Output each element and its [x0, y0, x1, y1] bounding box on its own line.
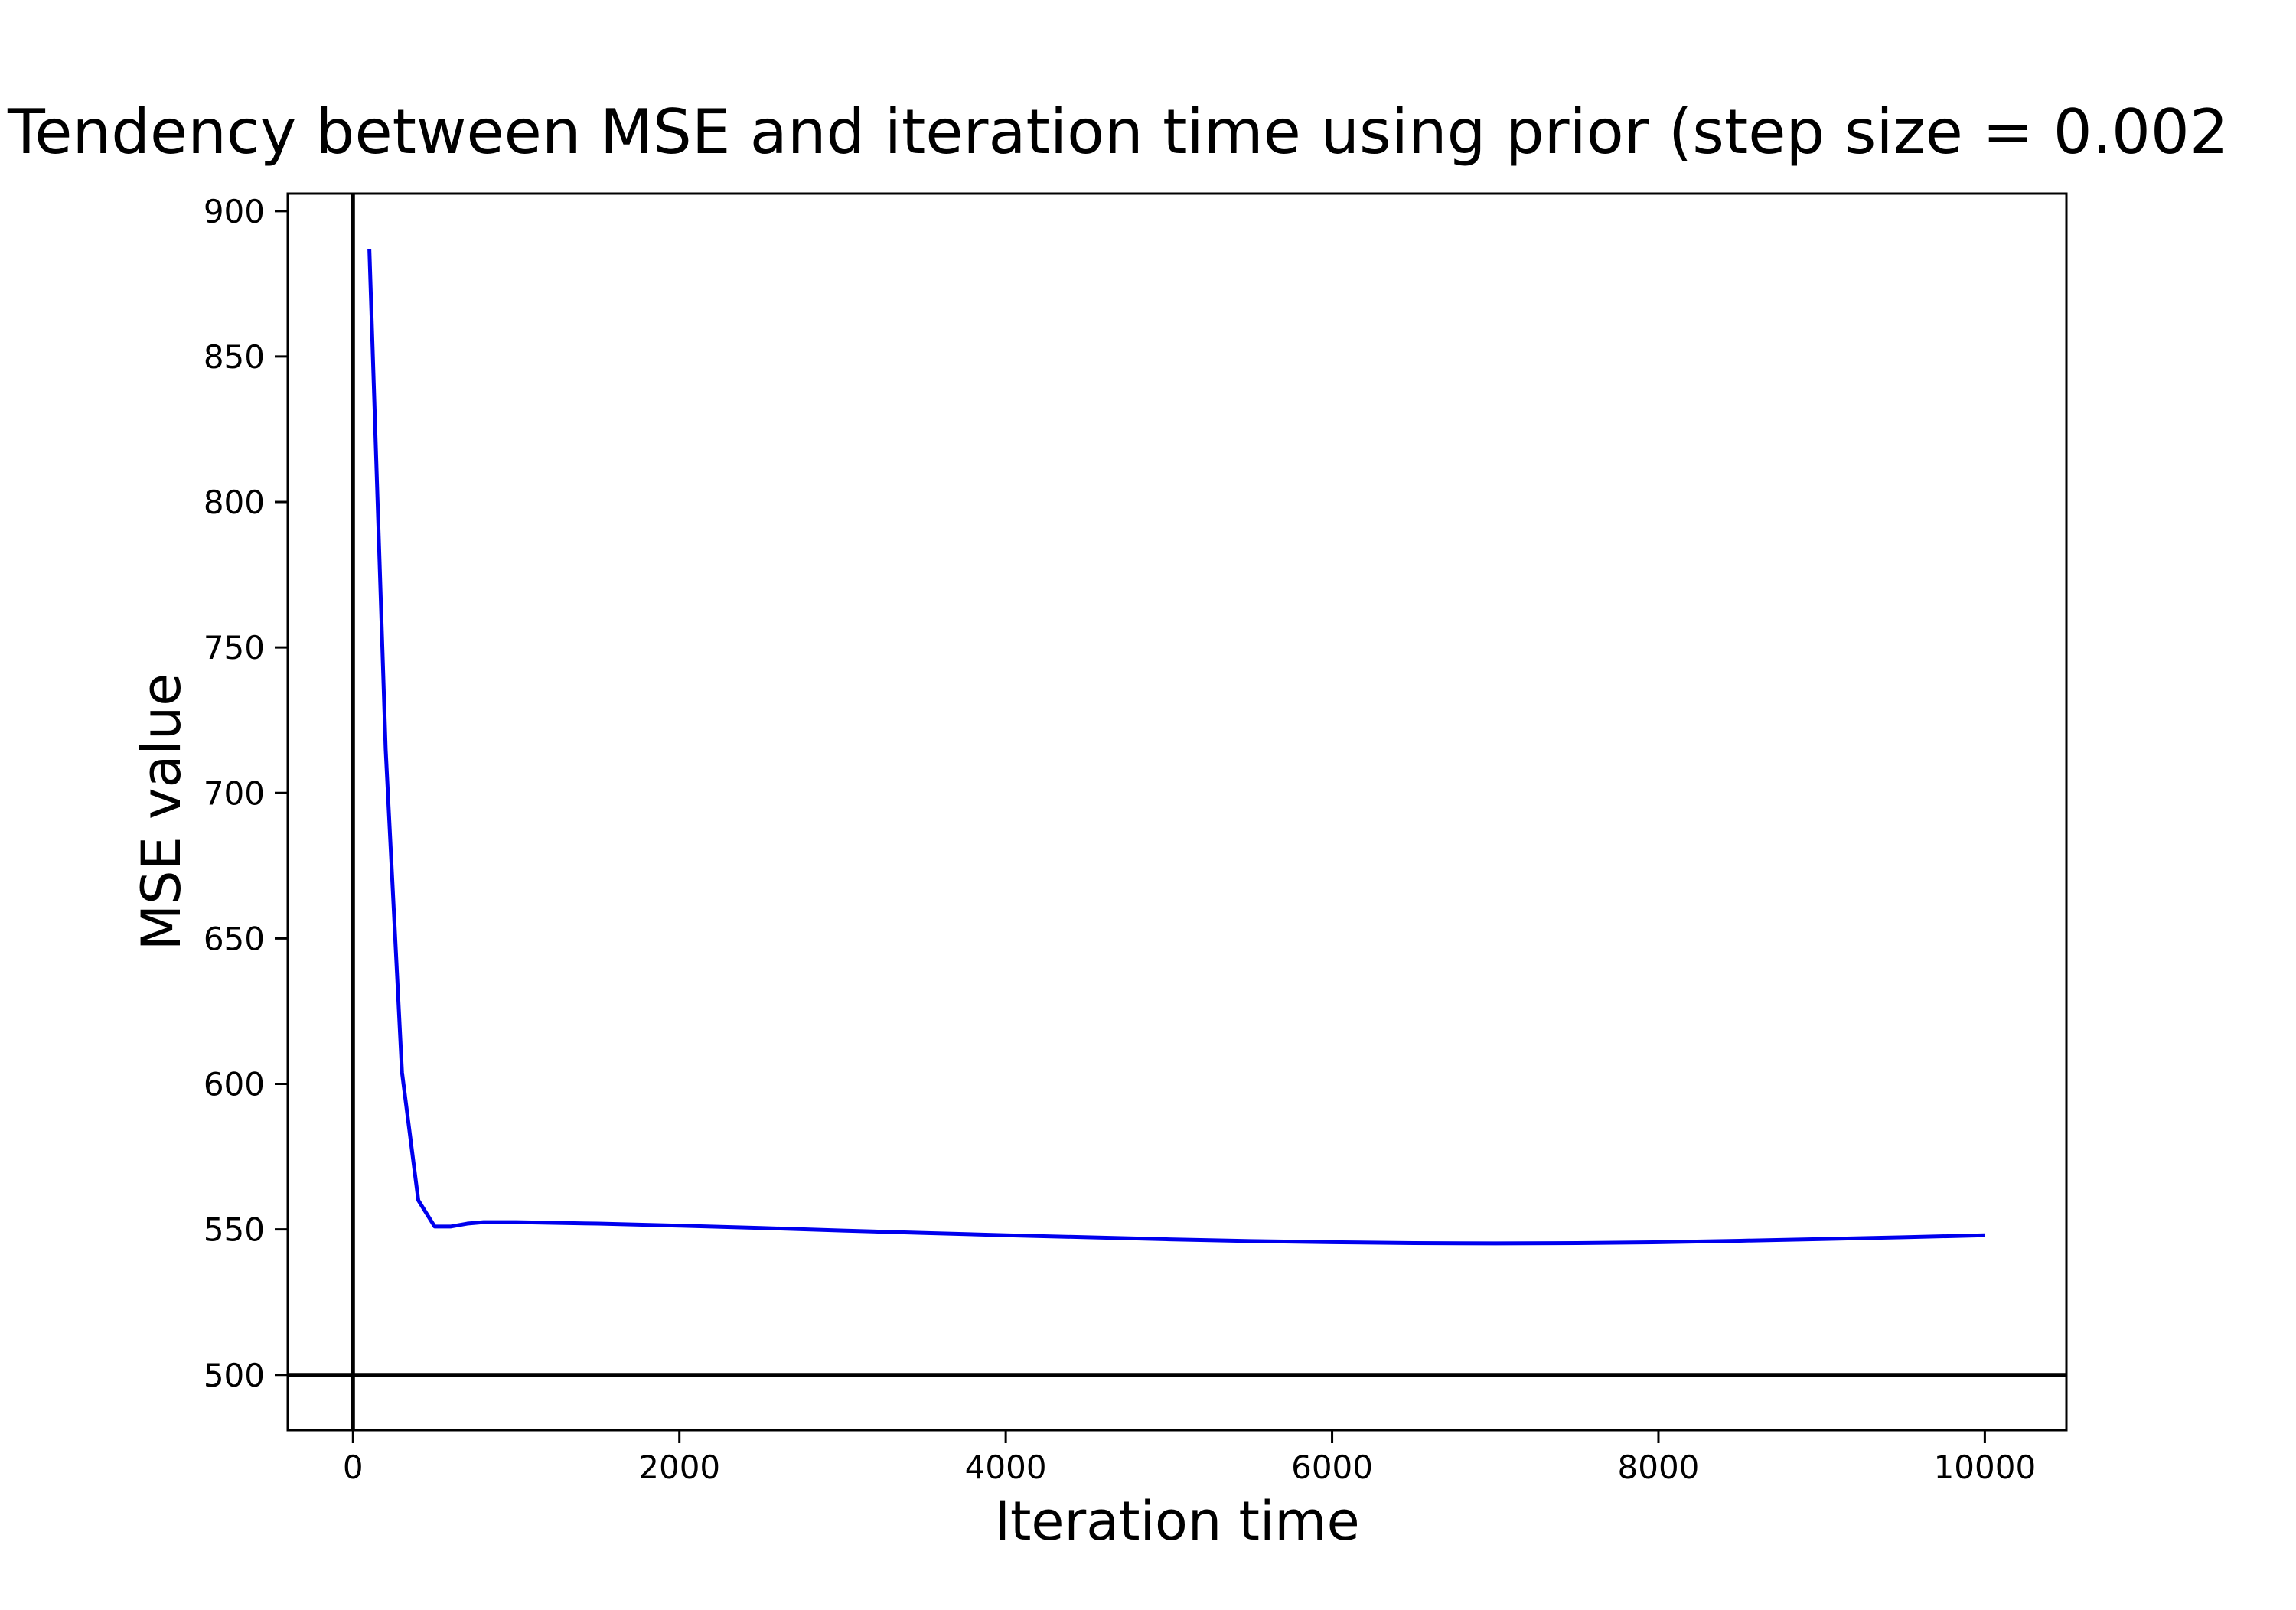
y-tick-label: 500 — [204, 1357, 265, 1394]
x-tick-label: 4000 — [965, 1449, 1047, 1486]
y-axis-label: MSE value — [130, 673, 193, 951]
x-axis-label: Iteration time — [994, 1490, 1359, 1553]
y-tick-label: 550 — [204, 1211, 265, 1249]
x-tick-label: 0 — [343, 1449, 364, 1486]
y-tick-label: 750 — [204, 629, 265, 666]
x-tick-label: 2000 — [638, 1449, 720, 1486]
y-axis: 500 550 600 650 700 750 800 850 900 — [204, 193, 288, 1394]
series-line-0 — [367, 249, 1985, 1246]
x-tick-label: 8000 — [1618, 1449, 1700, 1486]
x-tick-label: 10000 — [1934, 1449, 2037, 1486]
y-tick-label: 850 — [204, 338, 265, 376]
y-tick-label: 700 — [204, 774, 265, 812]
plot-frame — [286, 192, 2068, 1432]
y-tick-label: 900 — [204, 193, 265, 230]
y-tick-label: 800 — [204, 484, 265, 521]
plot-area — [288, 194, 2066, 1430]
chart-title: Tendency between MSE and iteration time … — [7, 96, 2229, 168]
x-tick-label: 6000 — [1291, 1449, 1373, 1486]
y-tick-label: 650 — [204, 920, 265, 957]
y-tick-label: 600 — [204, 1066, 265, 1103]
x-axis: 0 2000 4000 6000 8000 10000 — [343, 1430, 2036, 1486]
